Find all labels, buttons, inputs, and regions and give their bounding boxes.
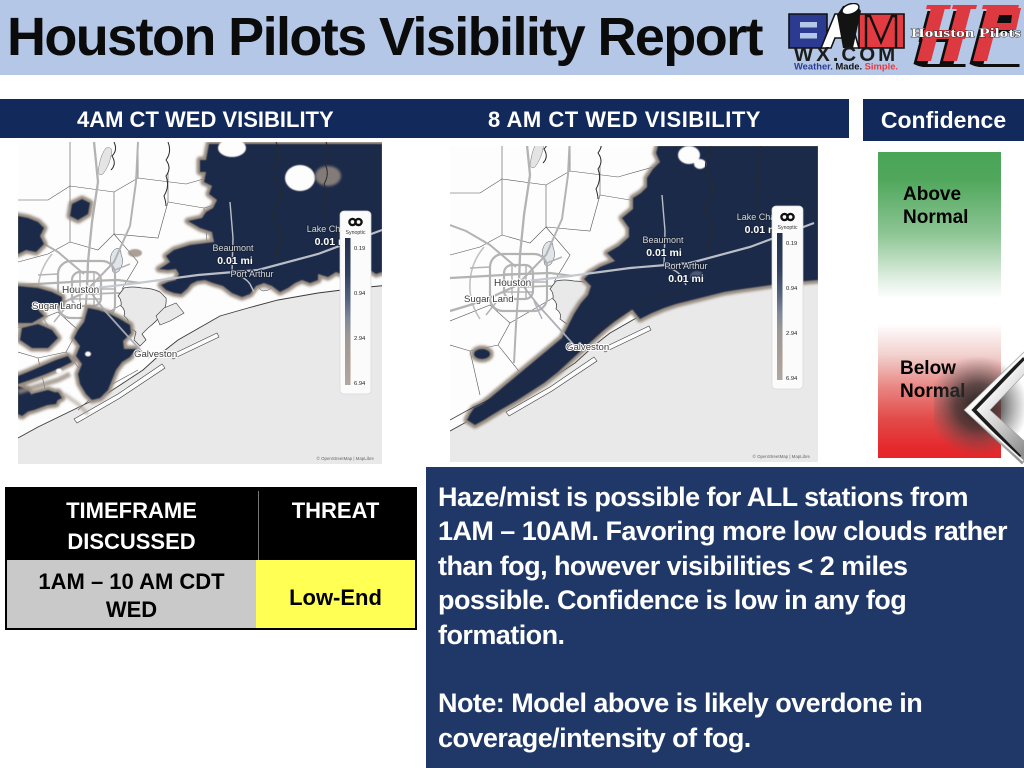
svg-text:Synoptic: Synoptic <box>346 230 366 236</box>
svg-text:Galveston: Galveston <box>134 349 177 360</box>
svg-text:Houston: Houston <box>62 285 99 296</box>
svg-text:Beaumont: Beaumont <box>642 235 684 245</box>
svg-text:© OpenStreetMap | MapLibre: © OpenStreetMap | MapLibre <box>753 454 811 459</box>
svg-text:Port Arthur: Port Arthur <box>664 261 707 271</box>
svg-text:WX.COM: WX.COM <box>794 43 899 66</box>
svg-text:2.94: 2.94 <box>354 336 366 342</box>
svg-text:Lake Cha: Lake Cha <box>737 212 776 222</box>
svg-text:0.94: 0.94 <box>354 291 366 297</box>
svg-text:0.19: 0.19 <box>354 246 365 252</box>
svg-text:0.01 mi: 0.01 mi <box>646 247 682 259</box>
svg-text:6.94: 6.94 <box>354 381 366 387</box>
svg-text:Port Arthur: Port Arthur <box>230 269 273 279</box>
svg-text:Lake Cha: Lake Cha <box>307 224 346 234</box>
svg-text:Weather. Made. Simple.: Weather. Made. Simple. <box>794 61 898 72</box>
svg-text:0.01 mi: 0.01 mi <box>668 273 704 285</box>
svg-text:Sugar Land: Sugar Land <box>464 294 514 305</box>
svg-text:Galveston: Galveston <box>566 342 609 353</box>
svg-text:0.01 mi: 0.01 mi <box>217 255 253 267</box>
svg-text:Sugar Land: Sugar Land <box>32 301 82 312</box>
svg-text:Houston: Houston <box>494 278 531 289</box>
svg-text:© OpenStreetMap | MapLibre: © OpenStreetMap | MapLibre <box>317 456 375 461</box>
svg-text:Houston Pilots: Houston Pilots <box>911 25 1021 40</box>
svg-text:Beaumont: Beaumont <box>212 243 254 253</box>
svg-text:0.01 m: 0.01 m <box>745 224 778 236</box>
